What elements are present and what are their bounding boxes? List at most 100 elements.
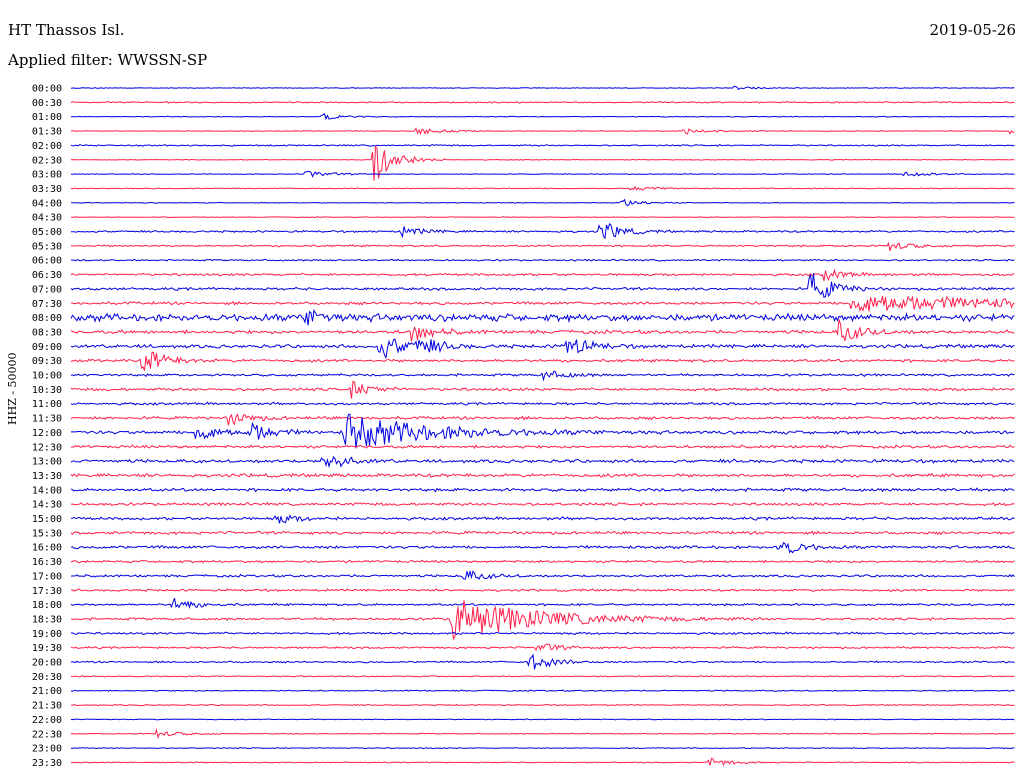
time-label: 16:30	[32, 557, 62, 568]
time-label: 09:30	[32, 356, 62, 367]
time-label: 21:00	[32, 686, 62, 697]
trace-0700	[70, 272, 1015, 299]
trace-2300	[70, 747, 1015, 750]
time-label: 09:00	[32, 342, 62, 353]
time-label: 20:00	[32, 658, 62, 669]
trace-1200	[70, 413, 1015, 449]
trace-0830	[70, 319, 1015, 342]
time-label: 05:30	[32, 241, 62, 252]
time-label: 04:00	[32, 198, 62, 209]
trace-0400	[70, 198, 1015, 206]
trace-0030	[70, 100, 1015, 104]
trace-1900	[70, 631, 1015, 636]
trace-1830	[70, 600, 1015, 641]
time-label: 02:00	[32, 141, 62, 152]
time-label: 21:30	[32, 701, 62, 712]
time-label: 22:00	[32, 715, 62, 726]
trace-1500	[70, 514, 1015, 524]
time-label: 07:00	[32, 284, 62, 295]
trace-0730	[70, 295, 1015, 313]
time-label: 15:00	[32, 514, 62, 525]
trace-2000	[70, 653, 1015, 670]
time-label: 17:00	[32, 571, 62, 582]
time-label: 01:30	[32, 127, 62, 138]
time-label: 16:00	[32, 543, 62, 554]
trace-0300	[70, 170, 1015, 178]
trace-1030	[70, 380, 1015, 399]
time-label: 19:00	[32, 629, 62, 640]
trace-0900	[70, 338, 1015, 359]
time-label: 18:00	[32, 600, 62, 611]
trace-0430	[70, 216, 1015, 219]
trace-0630	[70, 268, 1015, 282]
time-label: 00:00	[32, 84, 62, 95]
trace-0200	[70, 144, 1015, 147]
time-label: 03:00	[32, 170, 62, 181]
station-title: HT Thassos Isl.	[8, 21, 125, 39]
time-label: 00:30	[32, 98, 62, 109]
trace-0330	[70, 185, 1015, 191]
trace-0230	[70, 145, 1015, 181]
trace-2130	[70, 703, 1015, 707]
trace-1000	[70, 370, 1015, 382]
time-label: 08:00	[32, 313, 62, 324]
trace-2200	[70, 718, 1015, 721]
time-label: 12:30	[32, 442, 62, 453]
time-label: 05:00	[32, 227, 62, 238]
time-label: 08:30	[32, 327, 62, 338]
trace-2330	[70, 757, 1015, 767]
trace-1930	[70, 643, 1015, 651]
trace-0930	[70, 351, 1015, 371]
trace-0600	[70, 258, 1015, 262]
time-label: 06:00	[32, 256, 62, 267]
trace-0500	[70, 223, 1015, 240]
time-label: 03:30	[32, 184, 62, 195]
time-label: 04:30	[32, 213, 62, 224]
trace-0130	[70, 127, 1015, 136]
trace-1530	[70, 530, 1015, 536]
time-label: 07:30	[32, 299, 62, 310]
trace-0530	[70, 241, 1015, 252]
trace-1730	[70, 588, 1015, 593]
trace-1700	[70, 569, 1015, 580]
time-label: 22:30	[32, 729, 62, 740]
trace-2230	[70, 728, 1015, 739]
trace-1230	[70, 444, 1015, 450]
trace-0100	[71, 113, 1015, 121]
filter-label: Applied filter: WWSSN-SP	[8, 51, 208, 69]
time-label: 10:30	[32, 385, 62, 396]
time-label: 18:30	[32, 614, 62, 625]
time-label: 20:30	[32, 672, 62, 683]
trace-1400	[70, 487, 1015, 493]
time-label: 15:30	[32, 528, 62, 539]
trace-1600	[70, 541, 1015, 554]
time-label: 23:30	[32, 758, 62, 769]
time-label: 01:00	[32, 112, 62, 123]
trace-1100	[70, 401, 1015, 406]
time-label: 13:30	[32, 471, 62, 482]
time-label: 11:30	[32, 414, 62, 425]
trace-1430	[70, 501, 1015, 507]
date-label: 2019-05-26	[929, 21, 1016, 39]
trace-2030	[70, 675, 1015, 678]
time-label: 14:00	[32, 485, 62, 496]
trace-1300	[70, 455, 1015, 469]
time-label: 12:00	[32, 428, 62, 439]
trace-1330	[70, 472, 1015, 479]
time-label: 13:00	[32, 457, 62, 468]
time-label: 19:30	[32, 643, 62, 654]
trace-1130	[70, 413, 1015, 426]
time-label: 10:00	[32, 371, 62, 382]
time-label: 14:30	[32, 500, 62, 511]
time-label: 06:30	[32, 270, 62, 281]
time-label: 23:00	[32, 744, 62, 755]
trace-2100	[70, 689, 1015, 692]
time-label: 11:00	[32, 399, 62, 410]
trace-1800	[70, 597, 1015, 610]
time-label: 02:30	[32, 155, 62, 166]
trace-0000	[70, 85, 1015, 91]
time-label: 17:30	[32, 586, 62, 597]
trace-1630	[70, 559, 1015, 564]
trace-0800	[70, 309, 1015, 326]
